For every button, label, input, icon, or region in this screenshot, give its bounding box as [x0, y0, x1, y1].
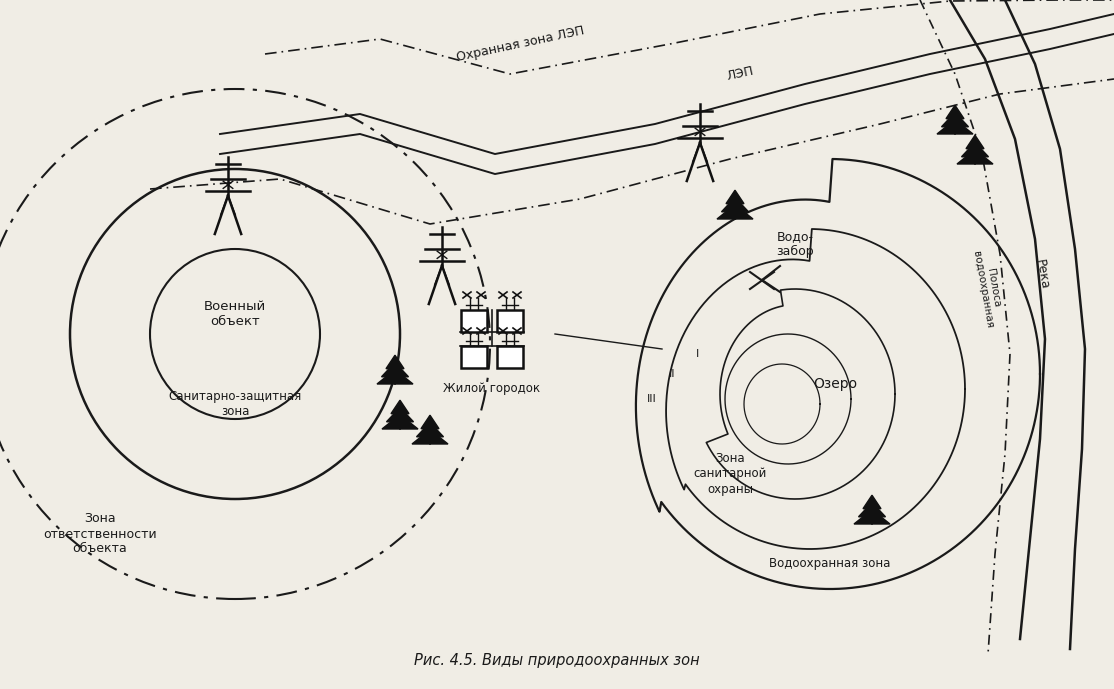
Text: III: III	[647, 394, 657, 404]
Polygon shape	[717, 205, 753, 219]
Polygon shape	[387, 407, 413, 422]
Bar	[461, 346, 487, 368]
Bar	[497, 346, 522, 368]
Polygon shape	[381, 362, 409, 377]
Text: II: II	[668, 369, 675, 379]
Polygon shape	[417, 422, 443, 437]
Text: ЛЭП: ЛЭП	[725, 65, 755, 83]
Text: Река: Река	[1033, 258, 1052, 290]
Text: Зона
санитарной
охраны: Зона санитарной охраны	[693, 453, 766, 495]
Polygon shape	[385, 356, 404, 369]
Text: Жилой городок: Жилой городок	[443, 382, 540, 395]
Polygon shape	[946, 105, 964, 119]
Polygon shape	[961, 143, 988, 157]
Polygon shape	[377, 369, 413, 384]
Text: Водо-
забор: Водо- забор	[776, 230, 814, 258]
Polygon shape	[726, 190, 744, 204]
Polygon shape	[941, 112, 968, 127]
Text: Санитарно-защитная
зона: Санитарно-защитная зона	[168, 390, 302, 418]
Polygon shape	[722, 198, 749, 212]
Text: Озеро: Озеро	[813, 377, 857, 391]
Polygon shape	[421, 415, 439, 429]
Polygon shape	[412, 430, 448, 444]
Polygon shape	[966, 135, 984, 149]
Bar	[497, 310, 522, 332]
Bar	[461, 310, 487, 332]
Text: Зона
ответственности
объекта: Зона ответственности объекта	[43, 513, 157, 555]
Polygon shape	[391, 400, 409, 413]
Polygon shape	[957, 150, 993, 164]
Text: I: I	[696, 349, 700, 359]
Text: Водоохранная зона: Водоохранная зона	[770, 557, 891, 570]
Text: Полоса
водоохранная: Полоса водоохранная	[970, 249, 1006, 329]
Polygon shape	[937, 120, 973, 134]
Text: Военный
объект: Военный объект	[204, 300, 266, 328]
Text: Рис. 4.5. Виды природоохранных зон: Рис. 4.5. Виды природоохранных зон	[414, 653, 700, 668]
Polygon shape	[854, 510, 890, 524]
Text: Охранная зона ЛЭП: Охранная зона ЛЭП	[455, 24, 585, 64]
Polygon shape	[859, 502, 886, 517]
Polygon shape	[863, 495, 881, 508]
Polygon shape	[382, 415, 418, 429]
